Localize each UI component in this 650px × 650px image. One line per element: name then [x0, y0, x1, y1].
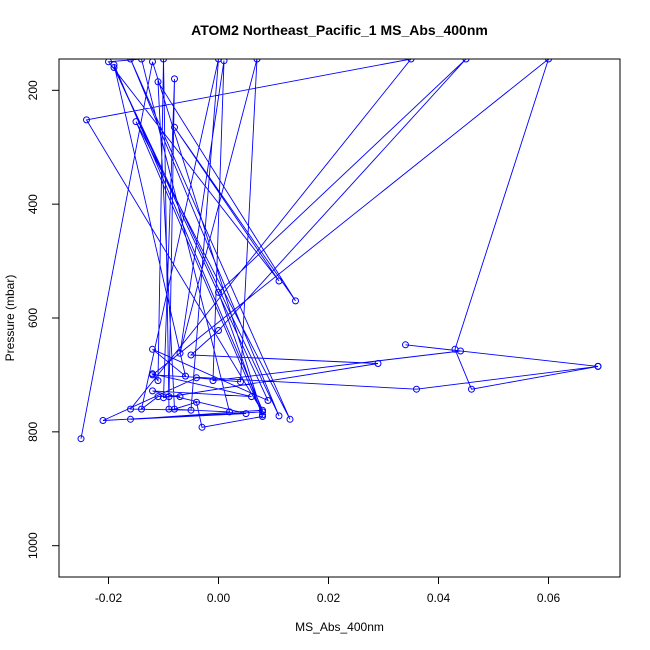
y-tick-label: 1000 [26, 532, 40, 559]
data-point [413, 385, 420, 393]
data-point [237, 378, 244, 386]
x-tick-label: -0.02 [95, 591, 123, 605]
data-point [171, 123, 178, 131]
data-point [215, 288, 222, 296]
data-point [226, 408, 233, 416]
y-tick-label: 600 [26, 308, 40, 328]
data-point [193, 374, 200, 382]
data-point [127, 405, 134, 413]
data-point [187, 351, 195, 359]
data-point [154, 393, 162, 401]
data-point [149, 387, 156, 395]
data-series [77, 59, 602, 443]
y-tick-label: 800 [26, 422, 40, 442]
data-point [374, 360, 382, 367]
data-point [83, 116, 90, 124]
data-point [253, 59, 261, 63]
data-point [402, 341, 409, 349]
series-line [80, 59, 599, 439]
data-point [193, 398, 200, 406]
data-point [187, 406, 195, 414]
y-tick-label: 200 [26, 80, 40, 100]
data-point [545, 59, 552, 63]
data-point [275, 412, 283, 420]
data-point [110, 64, 118, 71]
data-point [77, 435, 85, 443]
data-point [220, 59, 228, 65]
y-axis: 200 400 600 800 1000 [26, 80, 60, 559]
data-point [248, 393, 255, 401]
data-point [171, 405, 178, 413]
data-point [292, 297, 299, 305]
data-point [127, 415, 134, 423]
plot-frame [58, 58, 621, 578]
data-point [275, 277, 283, 285]
data-point [138, 405, 145, 413]
data-point [242, 410, 250, 418]
data-point [171, 75, 178, 83]
data-point [182, 372, 189, 380]
x-tick-label: 0.06 [537, 591, 561, 605]
data-point [264, 397, 272, 404]
x-tick-label: 0.02 [317, 591, 341, 605]
y-tick-label: 400 [26, 194, 40, 214]
data-point [176, 349, 184, 357]
data-point [149, 59, 156, 66]
data-point [132, 118, 140, 126]
data-point [138, 59, 145, 63]
data-point [286, 415, 294, 423]
data-point [149, 345, 156, 353]
data-point [154, 78, 162, 86]
data-point [160, 59, 167, 63]
data-point [105, 59, 112, 66]
x-axis: -0.02 0.00 0.02 0.04 0.06 [95, 576, 561, 605]
data-point [451, 345, 459, 353]
data-point [259, 408, 266, 416]
data-point [259, 413, 266, 420]
data-point [198, 423, 206, 431]
data-point [215, 59, 222, 63]
y-axis-label: Pressure (mbar) [3, 275, 17, 362]
data-point [215, 327, 222, 334]
data-point [209, 377, 217, 385]
x-tick-label: 0.00 [207, 591, 231, 605]
data-point [468, 385, 475, 393]
data-point [110, 61, 118, 69]
data-point [462, 59, 470, 63]
data-point [149, 371, 156, 379]
chart-title: ATOM2 Northeast_Pacific_1 MS_Abs_400nm [191, 22, 488, 38]
x-tick-label: 0.04 [427, 591, 451, 605]
data-point [176, 393, 184, 401]
data-point [594, 362, 602, 370]
data-point [154, 377, 162, 385]
x-axis-label: MS_Abs_400nm [295, 620, 384, 634]
data-point [99, 417, 107, 424]
data-point [165, 393, 173, 401]
data-point [407, 59, 415, 63]
data-point [127, 59, 134, 63]
